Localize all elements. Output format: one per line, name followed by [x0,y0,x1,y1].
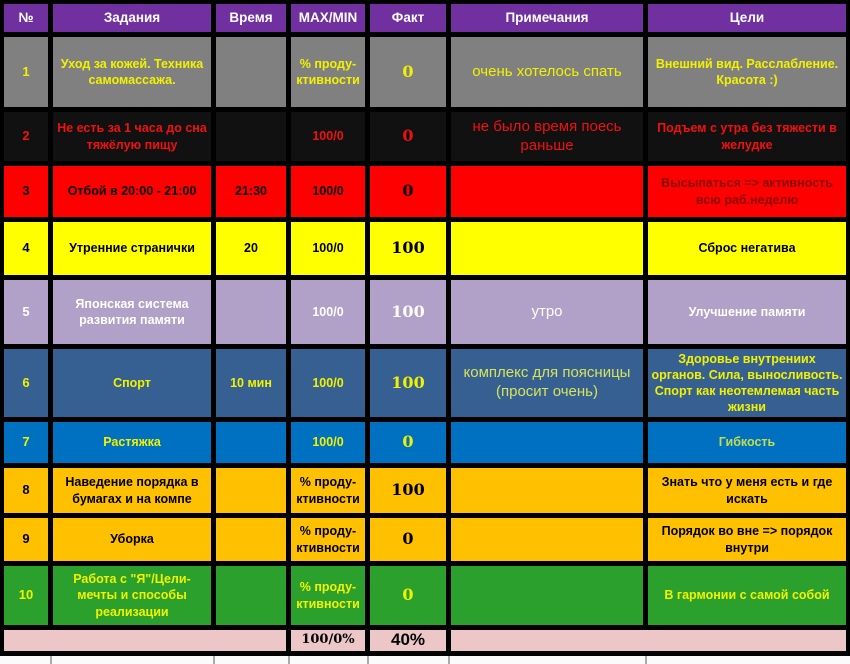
column-header-maxmin[interactable]: MAX/MIN [291,4,365,32]
row-number-cell-row10[interactable]: 10 [4,566,48,625]
maxmin-cell-row2[interactable]: 100/0 [291,112,365,161]
time-cell-row2[interactable] [216,112,286,161]
time-cell-row1[interactable] [216,37,286,107]
task-cell-row2[interactable]: Не есть за 1 часа до сна тяжёлую пищу [53,112,211,161]
maxmin-cell-row4[interactable]: 100/0 [291,222,365,275]
column-header-fact[interactable]: Факт [370,4,446,32]
total-empty-right-cell[interactable] [451,630,846,651]
row-number-cell-row2[interactable]: 2 [4,112,48,161]
column-header-task[interactable]: Задания [53,4,211,32]
goal-cell-row3[interactable]: Высыпаться => активность всю раб.неделю [648,166,846,217]
maxmin-cell-row1[interactable]: % проду-ктивности [291,37,365,107]
fact-cell-row6[interactable]: 100 [370,349,446,417]
fact-cell-row4[interactable]: 100 [370,222,446,275]
goal-cell-row4[interactable]: Сброс негатива [648,222,846,275]
note-cell-row6[interactable]: комплекс для поясницы (просит очень) [451,349,643,417]
row-number-cell-row1[interactable]: 1 [4,37,48,107]
note-cell-row4[interactable] [451,222,643,275]
time-cell-row3[interactable]: 21:30 [216,166,286,217]
time-cell-row4[interactable]: 20 [216,222,286,275]
time-cell-row10[interactable] [216,566,286,625]
note-cell-row9[interactable] [451,518,643,561]
maxmin-cell-row3[interactable]: 100/0 [291,166,365,217]
row-number-cell-row8[interactable]: 8 [4,468,48,513]
time-cell-row7[interactable] [216,422,286,463]
note-cell-row2[interactable]: не было время поесь раньше [451,112,643,161]
task-cell-row4[interactable]: Утренние странички [53,222,211,275]
row-number-cell-row6[interactable]: 6 [4,349,48,417]
fact-cell-row7[interactable]: 0 [370,422,446,463]
row-number-cell-row3[interactable]: 3 [4,166,48,217]
time-cell-row9[interactable] [216,518,286,561]
task-cell-row6[interactable]: Спорт [53,349,211,417]
next-row-strip [0,656,850,664]
task-cell-row8[interactable]: Наведение порядка в бумагах и на компе [53,468,211,513]
task-cell-row7[interactable]: Растяжка [53,422,211,463]
time-cell-row6[interactable]: 10 мин [216,349,286,417]
column-header-time[interactable]: Время [216,4,286,32]
goal-cell-row8[interactable]: Знать что у меня есть и где искать [648,468,846,513]
maxmin-cell-row5[interactable]: 100/0 [291,280,365,344]
maxmin-cell-row7[interactable]: 100/0 [291,422,365,463]
row-number-cell-row7[interactable]: 7 [4,422,48,463]
time-cell-row5[interactable] [216,280,286,344]
task-cell-row3[interactable]: Отбой в 20:00 - 21:00 [53,166,211,217]
row-number-cell-row4[interactable]: 4 [4,222,48,275]
goal-cell-row7[interactable]: Гибкость [648,422,846,463]
note-cell-row3[interactable] [451,166,643,217]
fact-cell-row10[interactable]: 0 [370,566,446,625]
task-cell-row5[interactable]: Японская система развития памяти [53,280,211,344]
total-empty-left-cell[interactable] [4,630,286,651]
note-cell-row10[interactable] [451,566,643,625]
fact-cell-row5[interactable]: 100 [370,280,446,344]
column-header-notes[interactable]: Примечания [451,4,643,32]
task-cell-row10[interactable]: Работа с "Я"/Цели-мечты и способы реализ… [53,566,211,625]
goal-cell-row1[interactable]: Внешний вид. Расслабление. Красота :) [648,37,846,107]
row-number-cell-row5[interactable]: 5 [4,280,48,344]
task-cell-row1[interactable]: Уход за кожей. Техника самомассажа. [53,37,211,107]
column-header-num[interactable]: № [4,4,48,32]
maxmin-cell-row8[interactable]: % проду-ктивности [291,468,365,513]
goal-cell-row10[interactable]: В гармонии с самой собой [648,566,846,625]
goal-cell-row9[interactable]: Порядок во вне => порядок внутри [648,518,846,561]
row-number-cell-row9[interactable]: 9 [4,518,48,561]
note-cell-row8[interactable] [451,468,643,513]
note-cell-row7[interactable] [451,422,643,463]
column-header-goals[interactable]: Цели [648,4,846,32]
maxmin-cell-row10[interactable]: % проду-ктивности [291,566,365,625]
fact-cell-row2[interactable]: 0 [370,112,446,161]
maxmin-cell-row6[interactable]: 100/0 [291,349,365,417]
goal-cell-row6[interactable]: Здоровье внутрениих органов. Сила, вынос… [648,349,846,417]
fact-cell-row8[interactable]: 100 [370,468,446,513]
total-fact-cell[interactable]: 40% [370,630,446,651]
fact-cell-row9[interactable]: 0 [370,518,446,561]
note-cell-row1[interactable]: очень хотелось спать [451,37,643,107]
time-cell-row8[interactable] [216,468,286,513]
goal-cell-row2[interactable]: Подъем с утра без тяжести в желудке [648,112,846,161]
goal-cell-row5[interactable]: Улучшение памяти [648,280,846,344]
fact-cell-row1[interactable]: 0 [370,37,446,107]
maxmin-cell-row9[interactable]: % проду-ктивности [291,518,365,561]
note-cell-row5[interactable]: утро [451,280,643,344]
total-maxmin-cell[interactable]: 100/0% [291,630,365,651]
fact-cell-row3[interactable]: 0 [370,166,446,217]
task-cell-row9[interactable]: Уборка [53,518,211,561]
